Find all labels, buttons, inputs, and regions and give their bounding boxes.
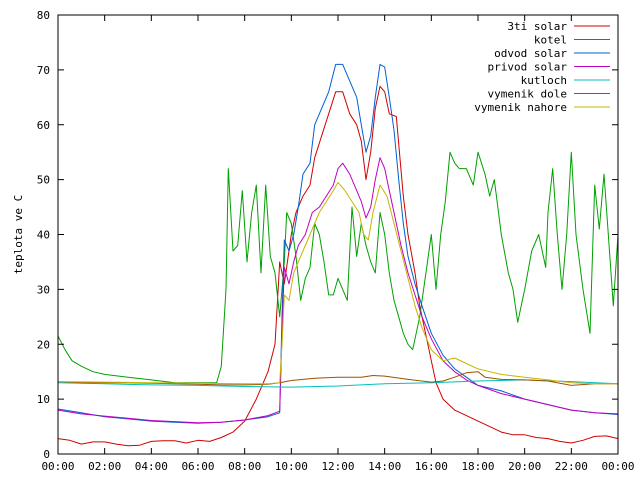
series-line-5 bbox=[57, 371, 618, 386]
x-tick-label: 14:00 bbox=[368, 460, 401, 473]
x-tick-label: 06:00 bbox=[181, 460, 214, 473]
y-tick-label: 70 bbox=[37, 64, 50, 77]
legend-label: 3ti solar bbox=[507, 20, 567, 33]
legend-label: vymenik nahore bbox=[474, 101, 567, 114]
x-tick-label: 02:00 bbox=[88, 460, 121, 473]
legend-label: kutloch bbox=[521, 74, 567, 87]
legend-label: odvod solar bbox=[494, 47, 567, 60]
legend-label: vymenik dole bbox=[488, 88, 567, 101]
x-tick-label: 22:00 bbox=[555, 460, 588, 473]
x-tick-label: 12:00 bbox=[321, 460, 354, 473]
x-tick-label: 08:00 bbox=[228, 460, 261, 473]
series-layer bbox=[57, 63, 619, 447]
ticks-layer: 0 10 20 30 40 50 60 70 80 00:00 02:00 04:00 06:00 08:… bbox=[37, 9, 635, 473]
legend-label: privod solar bbox=[488, 61, 568, 74]
x-tick-label: 00:00 bbox=[41, 460, 74, 473]
series-line-6 bbox=[57, 181, 618, 385]
series-line-3 bbox=[57, 157, 619, 424]
x-tick-label: 10:00 bbox=[275, 460, 308, 473]
series-line-1 bbox=[57, 151, 619, 384]
legend-label: kotel bbox=[534, 34, 567, 47]
y-tick-label: 60 bbox=[37, 119, 50, 132]
y-tick-label: 30 bbox=[37, 283, 50, 296]
x-tick-label: 16:00 bbox=[415, 460, 448, 473]
y-tick-label: 80 bbox=[37, 9, 50, 22]
y-tick-label: 20 bbox=[37, 338, 50, 351]
x-tick-label: 00:00 bbox=[601, 460, 634, 473]
series-line-2 bbox=[57, 63, 619, 424]
x-tick-label: 18:00 bbox=[461, 460, 494, 473]
x-tick-label: 04:00 bbox=[135, 460, 168, 473]
series-line-0 bbox=[57, 85, 619, 447]
x-tick-label: 20:00 bbox=[508, 460, 541, 473]
y-tick-label: 50 bbox=[37, 174, 50, 187]
y-tick-label: 10 bbox=[37, 393, 50, 406]
y-tick-label: 40 bbox=[37, 229, 50, 242]
y-axis-label: teplota ve C bbox=[12, 195, 25, 274]
y-tick-label: 0 bbox=[43, 448, 50, 461]
